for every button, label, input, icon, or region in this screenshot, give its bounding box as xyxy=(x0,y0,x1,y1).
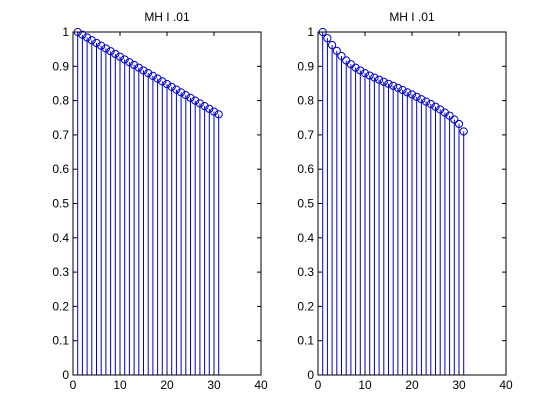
left-marker-17 xyxy=(148,71,157,81)
right-marker-19 xyxy=(403,88,412,97)
left-marker-21 xyxy=(167,82,176,91)
right-marker-11 xyxy=(365,71,374,80)
right-y-tick-label-10: 1 xyxy=(307,25,314,39)
right-x-tick-label-3: 30 xyxy=(452,378,466,392)
right-y-tick-label-4: 0.4 xyxy=(297,231,314,245)
right-marker-13 xyxy=(375,75,384,84)
left-marker-15 xyxy=(139,66,148,75)
right-y-tick-label-2: 0.2 xyxy=(297,299,314,313)
left-marker-9 xyxy=(111,49,120,59)
left-marker-19 xyxy=(158,77,167,86)
right-marker-23 xyxy=(422,97,431,106)
left-marker-5 xyxy=(92,38,101,48)
right-marker-3 xyxy=(328,40,337,50)
right-marker-22 xyxy=(417,95,426,104)
left-y-tick-label-7: 0.7 xyxy=(52,128,69,142)
left-marker-11 xyxy=(120,55,129,64)
right-marker-29 xyxy=(450,115,459,124)
right-chart-title: MH I .01 xyxy=(389,10,435,24)
left-chart-title: MH I .01 xyxy=(144,10,190,24)
left-y-tick-label-5: 0.5 xyxy=(52,197,69,211)
left-y-tick-label-1: 0.1 xyxy=(52,334,69,348)
left-y-tick-label-2: 0.2 xyxy=(52,299,69,313)
right-stem-chart: MH I .01 0 10 20 30 40 0 0.1 0.2 0.3 0.4 0.5 0.6 0.7… xyxy=(297,10,513,392)
left-marker-14 xyxy=(134,63,143,72)
left-y-tick-label-10: 1 xyxy=(62,25,69,39)
left-y-tick-label-9: 0.9 xyxy=(52,59,69,73)
left-marker-20 xyxy=(162,80,172,89)
right-marker-2 xyxy=(323,34,332,43)
left-marker-24 xyxy=(181,91,190,100)
right-y-tick-label-3: 0.3 xyxy=(297,265,314,279)
right-marker-5 xyxy=(337,51,346,61)
left-y-tick-label-3: 0.3 xyxy=(52,265,69,279)
left-marker-7 xyxy=(101,44,111,53)
right-marker-25 xyxy=(431,102,440,111)
left-marker-4 xyxy=(87,36,96,45)
left-y-tick-label-8: 0.8 xyxy=(52,94,69,108)
left-marker-12 xyxy=(125,58,134,67)
right-marker-30 xyxy=(454,119,464,129)
left-marker-29 xyxy=(205,104,214,113)
right-marker-17 xyxy=(393,83,402,93)
right-chart-marks xyxy=(318,27,468,375)
left-marker-13 xyxy=(130,60,139,70)
right-marker-12 xyxy=(370,73,379,82)
left-y-tick-label-4: 0.4 xyxy=(52,231,69,245)
left-marker-3 xyxy=(83,33,92,42)
left-marker-16 xyxy=(144,69,153,78)
left-marker-26 xyxy=(191,96,200,105)
right-x-tick-label-0: 0 xyxy=(315,378,322,392)
right-y-tick-label-6: 0.6 xyxy=(297,162,314,176)
right-marker-10 xyxy=(360,69,370,78)
left-x-tick-label-3: 30 xyxy=(207,378,221,392)
left-marker-10 xyxy=(115,52,125,61)
left-marker-30 xyxy=(209,107,219,116)
left-marker-25 xyxy=(186,93,195,102)
left-x-tick-label-1: 10 xyxy=(113,378,127,392)
left-chart-marks xyxy=(73,27,223,375)
right-marker-14 xyxy=(379,77,388,86)
left-y-tick-label-0: 0 xyxy=(62,368,69,382)
left-x-tick-label-4: 40 xyxy=(254,378,268,392)
left-marker-31 xyxy=(214,110,223,119)
right-marker-4 xyxy=(332,46,341,55)
right-y-tick-label-7: 0.7 xyxy=(297,128,314,142)
left-stem-chart: MH I .01 0 10 20 30 40 0 0.1 0.2 0.3 0.4 0.5 0.6 0.7… xyxy=(52,10,268,392)
left-marker-8 xyxy=(106,47,115,56)
right-x-tick-label-4: 40 xyxy=(499,378,513,392)
right-marker-16 xyxy=(389,81,398,90)
right-x-tick-label-2: 20 xyxy=(405,378,419,392)
left-x-tick-label-2: 20 xyxy=(160,378,174,392)
right-marker-15 xyxy=(384,79,393,88)
left-marker-18 xyxy=(153,74,162,83)
left-chart-axes: 0 10 20 30 40 0 0.1 0.2 0.3 0.4 0.5 0.6 0.7 0.8 0.9 1 xyxy=(52,25,268,392)
right-marker-24 xyxy=(426,99,435,109)
right-marker-8 xyxy=(351,63,360,72)
right-x-tick-label-1: 10 xyxy=(358,378,372,392)
right-marker-31 xyxy=(459,127,468,136)
right-y-tick-label-8: 0.8 xyxy=(297,94,314,108)
right-marker-18 xyxy=(398,85,407,95)
left-marker-27 xyxy=(195,99,204,108)
left-marker-22 xyxy=(172,85,181,94)
right-marker-9 xyxy=(356,66,365,75)
left-marker-28 xyxy=(200,101,209,111)
right-y-tick-label-0: 0 xyxy=(307,368,314,382)
right-y-tick-label-1: 0.1 xyxy=(297,334,314,348)
left-marker-2 xyxy=(78,30,87,39)
right-y-tick-label-9: 0.9 xyxy=(297,59,314,73)
left-x-tick-label-0: 0 xyxy=(70,378,77,392)
right-chart-axes: 0 10 20 30 40 0 0.1 0.2 0.3 0.4 0.5 0.6 0.7 0.8 0.9 1 xyxy=(297,25,513,392)
left-y-tick-label-6: 0.6 xyxy=(52,162,69,176)
left-marker-23 xyxy=(177,88,186,97)
left-marker-6 xyxy=(97,41,106,50)
right-marker-20 xyxy=(407,90,417,99)
right-y-tick-label-5: 0.5 xyxy=(297,197,314,211)
right-marker-21 xyxy=(412,92,421,101)
